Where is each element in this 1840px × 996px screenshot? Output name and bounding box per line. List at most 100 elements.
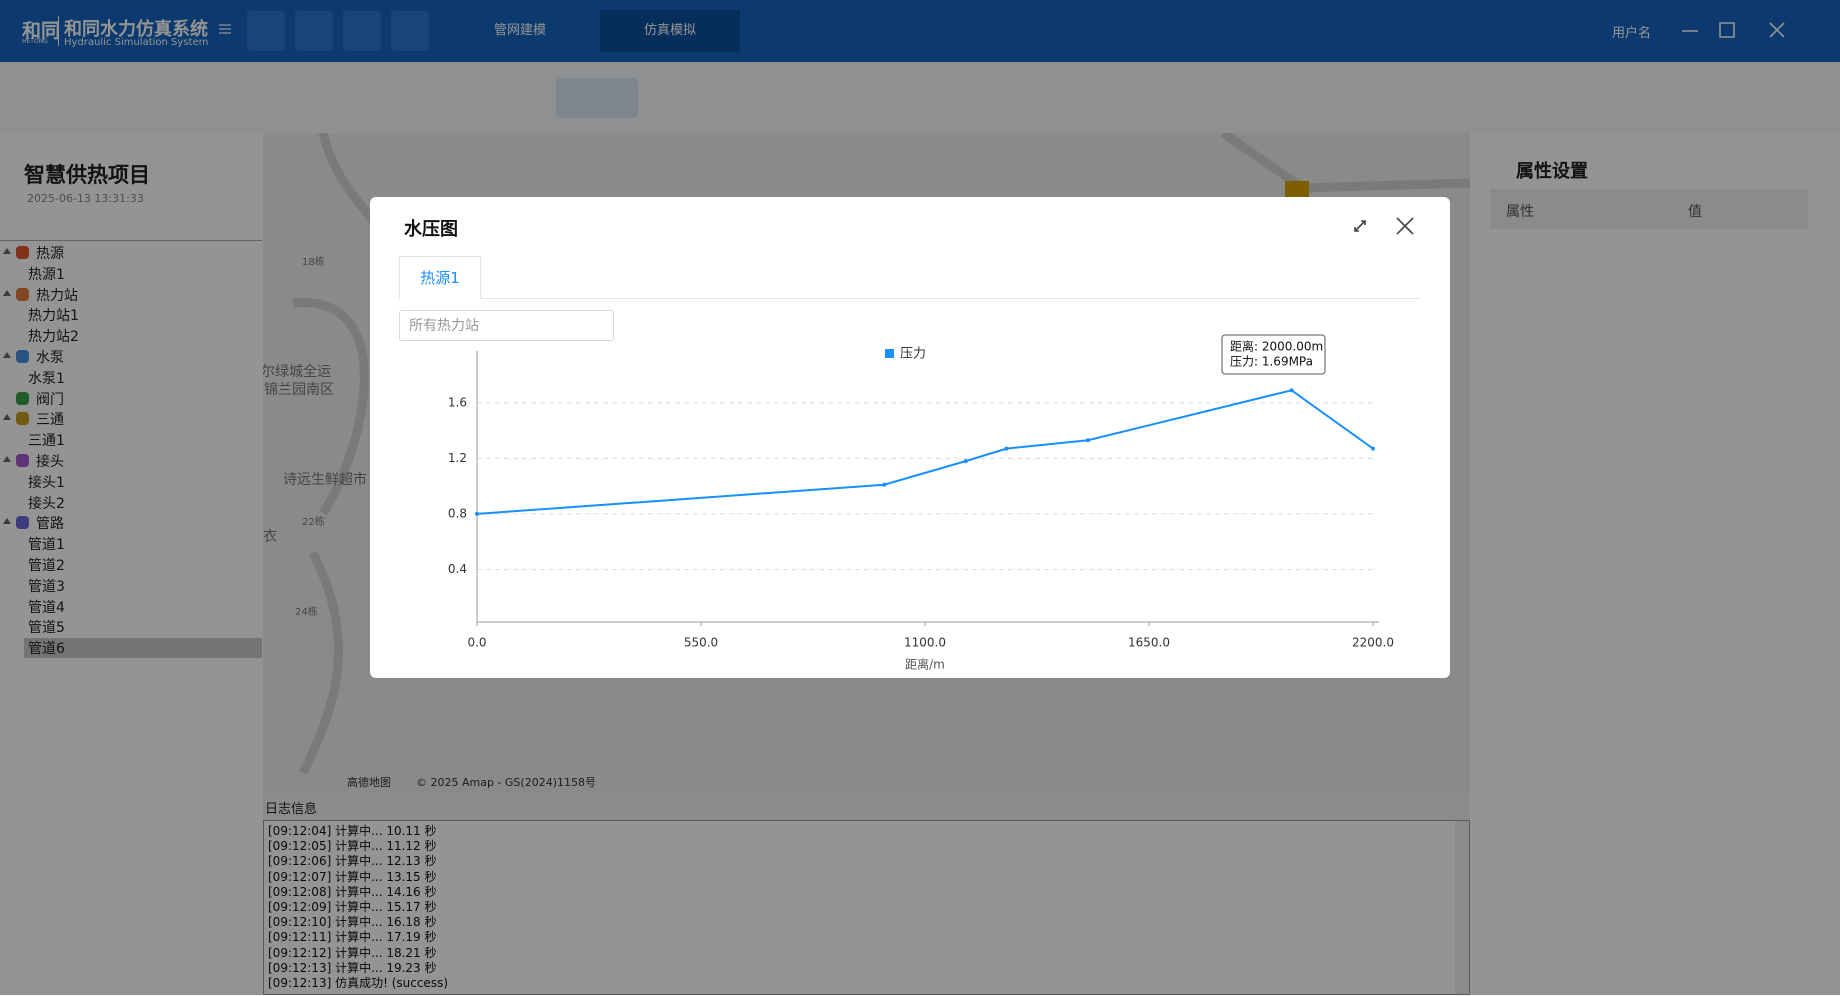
log-box: [09:12:04] 计算中... 10.11 秒 [09:12:05] 计算中.… xyxy=(263,820,1470,995)
tree-node[interactable]: 阀门 xyxy=(36,391,64,408)
y-tick-label: 1.2 xyxy=(448,451,467,465)
map-label: 诗远生鲜超市 xyxy=(283,472,367,488)
refresh-button[interactable] xyxy=(391,11,429,51)
map-label: 衣 xyxy=(263,529,277,545)
scrollbar xyxy=(1455,821,1469,994)
legend-swatch xyxy=(885,349,894,358)
log-line: [09:12:06] 计算中... 12.13 秒 xyxy=(268,854,437,869)
x-tick-label: 1100.0 xyxy=(904,636,946,650)
tab-active[interactable]: 仿真模拟 xyxy=(600,10,740,52)
expand-arrow xyxy=(3,414,11,421)
y-tick-label: 0.4 xyxy=(448,562,467,576)
window-controls[interactable] xyxy=(1680,20,1810,42)
expand-arrow xyxy=(3,456,11,462)
legend-label: 压力 xyxy=(900,347,926,362)
header: 和同 HETONG 和同水力仿真系统 Hydraulic Simulation … xyxy=(0,0,1840,62)
properties-panel: 属性设置 属性 值 xyxy=(1470,133,1840,995)
tooltip-text: 距离: 2000.00m xyxy=(1230,339,1323,354)
tree-leaf[interactable]: 管道6 xyxy=(24,638,262,659)
tree-leaf[interactable]: 热力站2 xyxy=(28,329,79,346)
node-icon xyxy=(16,391,29,405)
tree-leaf[interactable]: 水泵1 xyxy=(28,370,65,387)
x-tick-label: 1650.0 xyxy=(1128,636,1170,650)
tab[interactable]: 管网建模 xyxy=(493,23,546,38)
log-line: [09:12:13] 计算中... 19.23 秒 xyxy=(268,960,437,975)
tree-leaf[interactable]: 接头2 xyxy=(28,495,65,512)
expand-arrow xyxy=(3,518,11,525)
point xyxy=(1371,446,1375,451)
chart: 0.4 0.8 1.2 1.6 0.0 550.0 1100.0 1650.0 2200.0 距离… xyxy=(448,334,1394,672)
modal-title: 水压图 xyxy=(404,219,458,240)
app-title: 和同水力仿真系统 xyxy=(64,19,208,40)
node-icon xyxy=(16,287,29,301)
map-copyright: © 2025 Amap - GS(2024)1158号 xyxy=(416,776,596,789)
menu-icon[interactable] xyxy=(218,22,232,36)
map-label: 尔绿城全运 xyxy=(263,364,331,380)
x-tick-label: 2200.0 xyxy=(1352,636,1394,650)
map-label: 24栋 xyxy=(295,607,318,618)
x-tick-label: 550.0 xyxy=(684,636,718,650)
node-icon xyxy=(16,454,29,467)
tree-node[interactable]: 热源 xyxy=(36,246,64,262)
chart-tab[interactable]: 热源1 xyxy=(399,256,481,299)
point xyxy=(882,482,887,487)
log-tab[interactable]: 日志信息 xyxy=(265,802,318,817)
log-line: [09:12:10] 计算中... 16.18 秒 xyxy=(268,915,437,930)
column-header: 属性 xyxy=(1506,204,1534,220)
tree-leaf[interactable]: 管道4 xyxy=(28,599,65,616)
left-panel: 智慧供热项目 2025-06-13 13:31:33 热源热源1 热力站热力站1 热… xyxy=(0,133,264,995)
x-tick-label: 0.0 xyxy=(467,636,486,650)
redo-button[interactable] xyxy=(343,11,381,51)
point xyxy=(1004,446,1009,451)
tree-leaf[interactable]: 管道3 xyxy=(28,578,65,595)
tree-leaf[interactable]: 热源1 xyxy=(28,266,65,283)
tree-leaf[interactable]: 管道2 xyxy=(28,558,65,574)
point xyxy=(1085,438,1090,443)
toolbar-active[interactable] xyxy=(556,78,638,118)
modal: 水压图 热源1 所有热力站 0.4 0.8 1.2 1.6 0.0 550.0 1100.0… xyxy=(370,197,1450,678)
log-line: [09:12:07] 计算中... 13.15 秒 xyxy=(268,869,437,884)
tree-leaf[interactable]: 管道1 xyxy=(28,537,65,554)
map-label: 22栋 xyxy=(302,517,325,528)
log-line: [09:12:08] 计算中... 14.16 秒 xyxy=(268,884,437,899)
properties-header xyxy=(1490,189,1808,229)
brand: HETONG xyxy=(22,38,48,45)
log-line: [09:12:12] 计算中... 18.21 秒 xyxy=(268,945,437,960)
tooltip-box xyxy=(1221,334,1326,375)
undo-button[interactable] xyxy=(295,11,333,51)
tooltip-text: 压力: 1.69MPa xyxy=(1230,355,1313,369)
properties-title: 属性设置 xyxy=(1516,161,1588,182)
line xyxy=(476,389,1374,515)
point xyxy=(475,511,479,516)
tree-leaf[interactable]: 三通1 xyxy=(28,433,65,450)
tree-leaf[interactable]: 管道5 xyxy=(28,620,65,637)
map-logo: 高德地图 xyxy=(347,776,391,789)
tree-node[interactable]: 三通 xyxy=(36,412,64,429)
column-header: 值 xyxy=(1688,204,1702,220)
log-line: [09:12:09] 计算中... 15.17 秒 xyxy=(268,900,437,914)
tree-node[interactable]: 热力站 xyxy=(36,287,78,304)
modal-controls[interactable] xyxy=(1353,215,1419,237)
tree-leaf[interactable]: 热力站1 xyxy=(28,308,79,325)
tree-node[interactable]: 管路 xyxy=(36,516,64,533)
tab-line xyxy=(399,298,1420,299)
expand-arrow xyxy=(3,289,11,296)
station-select[interactable]: 所有热力站 xyxy=(399,310,614,341)
logo: 和同 xyxy=(22,20,61,42)
log-line: [09:12:04] 计算中... 10.11 秒 xyxy=(268,824,437,838)
expand-arrow xyxy=(3,352,11,358)
y-tick-label: 1.6 xyxy=(448,395,467,409)
new-button[interactable] xyxy=(247,11,285,51)
user-name[interactable]: 用户名 xyxy=(1612,26,1652,41)
project-time: 2025-06-13 13:31:33 xyxy=(27,192,144,205)
app-subtitle: Hydraulic Simulation System xyxy=(64,37,209,48)
project-name: 智慧供热项目 xyxy=(24,163,150,187)
tree-node[interactable]: 水泵 xyxy=(36,350,64,366)
log-line: [09:12:11] 计算中... 17.19 秒 xyxy=(268,930,437,945)
tree-leaf[interactable]: 接头1 xyxy=(28,474,65,491)
divider xyxy=(58,16,59,46)
tree-node[interactable]: 接头 xyxy=(36,454,64,470)
x-axis-label: 距离/m xyxy=(905,657,945,672)
map-label: 18栋 xyxy=(302,257,325,268)
node-icon xyxy=(16,412,29,426)
